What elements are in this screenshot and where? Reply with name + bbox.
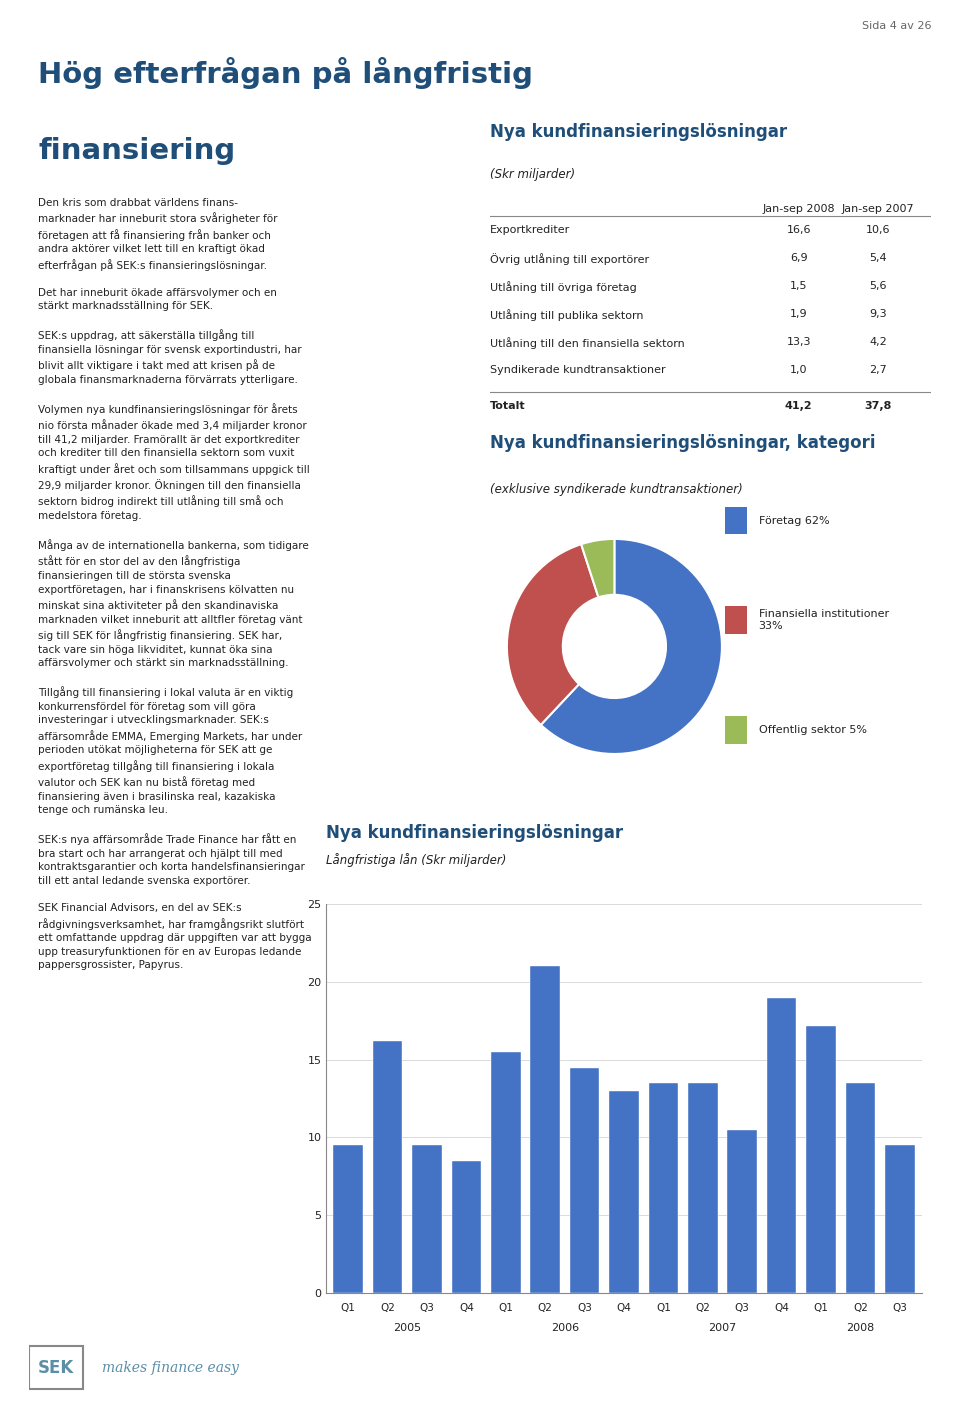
Text: 16,6: 16,6: [786, 225, 811, 235]
Bar: [846, 1082, 876, 1293]
Text: 1,9: 1,9: [790, 309, 807, 319]
Bar: [372, 1041, 402, 1293]
Text: Utlåning till publika sektorn: Utlåning till publika sektorn: [490, 309, 643, 321]
Text: 1,0: 1,0: [790, 365, 807, 374]
Text: 2005: 2005: [394, 1324, 421, 1334]
Wedge shape: [540, 538, 722, 755]
Text: 2008: 2008: [847, 1324, 875, 1334]
Text: 5,4: 5,4: [870, 253, 887, 263]
Text: Den kris som drabbat världens finans-
marknader har inneburit stora svårigheter : Den kris som drabbat världens finans- ma…: [38, 198, 312, 971]
Text: Offentlig sektor 5%: Offentlig sektor 5%: [758, 725, 867, 735]
Wedge shape: [581, 538, 614, 598]
Bar: [649, 1082, 678, 1293]
Bar: [725, 507, 747, 534]
Text: Nya kundfinansieringslösningar, kategori: Nya kundfinansieringslösningar, kategori: [490, 434, 876, 452]
Bar: [412, 1145, 442, 1293]
Text: Övrig utlåning till exportörer: Övrig utlåning till exportörer: [490, 253, 649, 264]
Text: Jan-sep 2007: Jan-sep 2007: [842, 205, 915, 215]
Text: Nya kundfinansieringslösningar: Nya kundfinansieringslösningar: [490, 123, 787, 141]
Bar: [610, 1091, 638, 1293]
Bar: [530, 966, 560, 1293]
Text: finansiering: finansiering: [38, 137, 235, 165]
Text: (Skr miljarder): (Skr miljarder): [490, 168, 575, 181]
Bar: [451, 1161, 481, 1293]
Text: Finansiella institutioner
33%: Finansiella institutioner 33%: [758, 609, 889, 630]
Bar: [767, 998, 797, 1293]
Text: SEK: SEK: [37, 1359, 74, 1376]
Text: 37,8: 37,8: [865, 401, 892, 411]
Text: Jan-sep 2008: Jan-sep 2008: [762, 205, 835, 215]
Text: Hög efterfrågan på långfristig: Hög efterfrågan på långfristig: [38, 57, 534, 89]
Text: Exportkrediter: Exportkrediter: [490, 225, 570, 235]
Text: 1,5: 1,5: [790, 281, 807, 291]
Text: 10,6: 10,6: [866, 225, 891, 235]
Wedge shape: [507, 544, 598, 725]
Text: makes finance easy: makes finance easy: [102, 1361, 239, 1375]
Bar: [570, 1068, 599, 1293]
Text: 9,3: 9,3: [870, 309, 887, 319]
Text: 2007: 2007: [708, 1324, 736, 1334]
Bar: [688, 1082, 718, 1293]
Text: Långfristiga lån (Skr miljarder): Långfristiga lån (Skr miljarder): [326, 853, 507, 866]
Bar: [885, 1145, 915, 1293]
Bar: [491, 1051, 520, 1293]
Text: 5,6: 5,6: [870, 281, 887, 291]
Text: Företag 62%: Företag 62%: [758, 516, 829, 526]
Text: 4,2: 4,2: [870, 336, 887, 346]
Text: Nya kundfinansieringslösningar: Nya kundfinansieringslösningar: [326, 824, 624, 842]
Text: Sida 4 av 26: Sida 4 av 26: [862, 21, 931, 31]
Text: (exklusive syndikerade kundtransaktioner): (exklusive syndikerade kundtransaktioner…: [490, 483, 742, 496]
FancyBboxPatch shape: [29, 1347, 83, 1389]
Bar: [725, 716, 747, 743]
Bar: [806, 1026, 836, 1293]
Text: 41,2: 41,2: [785, 401, 812, 411]
Text: Utlåning till övriga företag: Utlåning till övriga företag: [490, 281, 636, 292]
Text: Utlåning till den finansiella sektorn: Utlåning till den finansiella sektorn: [490, 336, 684, 349]
Text: Totalt: Totalt: [490, 401, 525, 411]
Bar: [728, 1130, 757, 1293]
Bar: [333, 1145, 363, 1293]
Text: 2,7: 2,7: [870, 365, 887, 374]
Text: 6,9: 6,9: [790, 253, 807, 263]
Text: 2006: 2006: [551, 1324, 579, 1334]
Text: 13,3: 13,3: [786, 336, 811, 346]
Text: Syndikerade kundtransaktioner: Syndikerade kundtransaktioner: [490, 365, 665, 374]
Bar: [725, 606, 747, 633]
